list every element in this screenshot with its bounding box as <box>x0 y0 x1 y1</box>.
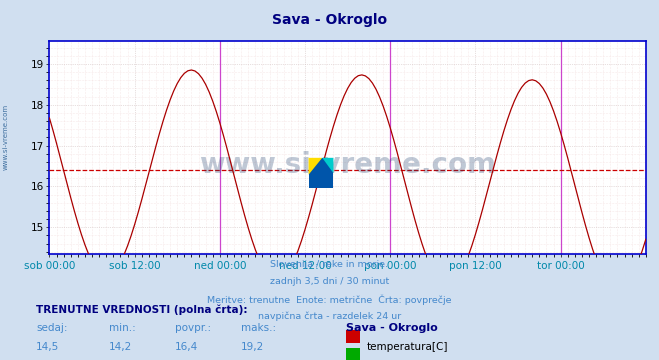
Text: TRENUTNE VREDNOSTI (polna črta):: TRENUTNE VREDNOSTI (polna črta): <box>36 304 248 315</box>
Text: zadnjh 3,5 dni / 30 minut: zadnjh 3,5 dni / 30 minut <box>270 277 389 286</box>
Text: Sava - Okroglo: Sava - Okroglo <box>346 323 438 333</box>
Text: povpr.:: povpr.: <box>175 323 211 333</box>
Text: 14,2: 14,2 <box>109 342 132 352</box>
Text: temperatura[C]: temperatura[C] <box>367 342 449 352</box>
Text: 16,4: 16,4 <box>175 342 198 352</box>
Text: 14,5: 14,5 <box>36 342 59 352</box>
Text: sedaj:: sedaj: <box>36 323 68 333</box>
Text: maks.:: maks.: <box>241 323 275 333</box>
Text: navpična črta - razdelek 24 ur: navpična črta - razdelek 24 ur <box>258 312 401 321</box>
Text: min.:: min.: <box>109 323 136 333</box>
Polygon shape <box>308 158 322 175</box>
Text: www.si-vreme.com: www.si-vreme.com <box>199 150 496 179</box>
Text: Slovenija / reke in morje.: Slovenija / reke in morje. <box>270 260 389 269</box>
Text: Meritve: trenutne  Enote: metrične  Črta: povprečje: Meritve: trenutne Enote: metrične Črta: … <box>207 294 452 305</box>
Text: Sava - Okroglo: Sava - Okroglo <box>272 13 387 27</box>
Polygon shape <box>322 158 333 173</box>
Polygon shape <box>308 158 333 188</box>
Text: 19,2: 19,2 <box>241 342 264 352</box>
Text: www.si-vreme.com: www.si-vreme.com <box>2 104 9 170</box>
